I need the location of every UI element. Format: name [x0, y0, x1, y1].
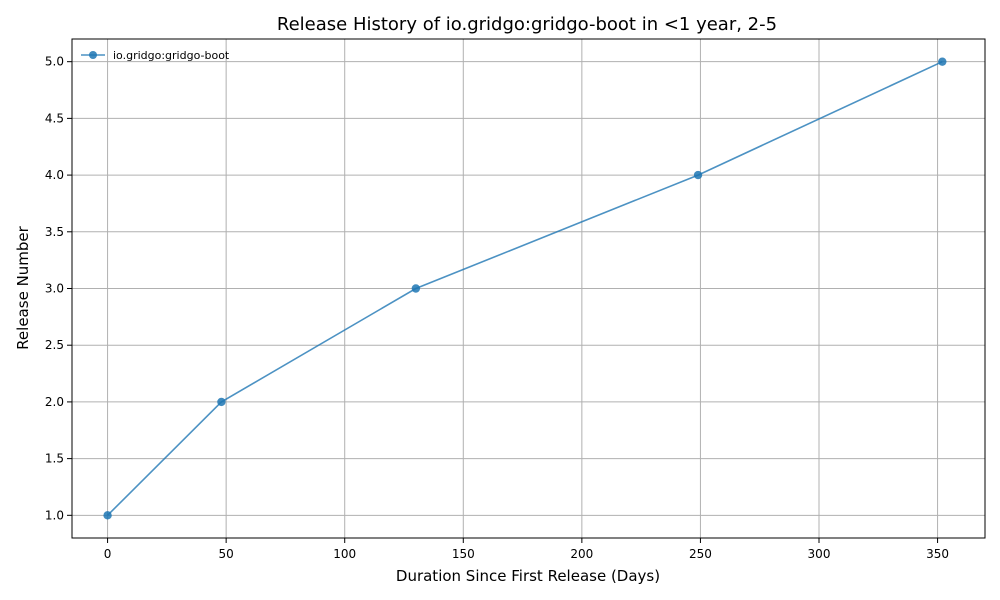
y-tick-label: 3.0 — [45, 282, 64, 296]
data-point — [693, 170, 703, 180]
x-tick-label: 250 — [689, 547, 712, 561]
data-point — [938, 57, 947, 66]
series-layer — [103, 57, 947, 520]
y-tick-label: 2.5 — [45, 338, 64, 352]
legend-marker — [89, 51, 97, 59]
data-point — [103, 511, 112, 520]
x-tick-label: 50 — [219, 547, 234, 561]
x-tick-label: 300 — [808, 547, 831, 561]
y-axis-ticks: 1.0 1.5 2.0 2.5 3.0 3.5 4.0 4.5 5.0 — [45, 55, 72, 522]
data-point — [411, 284, 421, 293]
chart-title: Release History of io.gridgo:gridgo-boot… — [277, 14, 777, 35]
y-tick-label: 1.0 — [45, 508, 64, 522]
legend: io.gridgo:gridgo-boot — [81, 49, 230, 62]
x-axis-label: Duration Since First Release (Days) — [396, 567, 660, 585]
x-tick-label: 150 — [452, 547, 475, 561]
data-point — [217, 397, 226, 407]
x-axis-ticks: 0 50 100 150 200 250 300 350 — [104, 538, 949, 561]
grid-lines — [72, 39, 985, 538]
y-tick-label: 2.0 — [45, 395, 64, 409]
y-tick-label: 1.5 — [45, 452, 64, 466]
y-axis-label: Release Number — [14, 225, 32, 349]
x-tick-label: 350 — [926, 547, 949, 561]
x-tick-label: 200 — [570, 547, 593, 561]
x-tick-label: 0 — [104, 547, 112, 561]
x-tick-label: 100 — [333, 547, 356, 561]
y-tick-label: 4.0 — [45, 168, 64, 182]
y-tick-label: 5.0 — [45, 55, 64, 69]
legend-label: io.gridgo:gridgo-boot — [113, 49, 230, 62]
y-tick-label: 4.5 — [45, 111, 64, 125]
y-tick-label: 3.5 — [45, 225, 64, 239]
